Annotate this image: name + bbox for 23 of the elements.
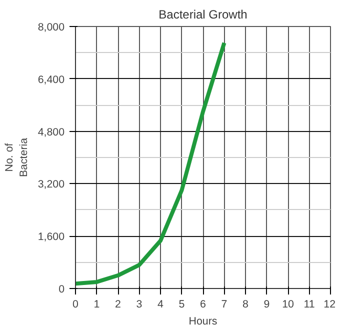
y-tick-label: 8,000 <box>38 22 65 34</box>
x-tick-label: 6 <box>200 298 206 310</box>
y-tick-label: 1,600 <box>38 231 65 244</box>
x-tick-label: 8 <box>242 298 249 310</box>
x-tick-label: 7 <box>221 298 228 310</box>
y-tick-label: 6,400 <box>38 74 65 86</box>
chart-title: Bacterial Growth <box>158 8 248 22</box>
line-series <box>76 40 226 286</box>
x-tick-label: 9 <box>264 298 270 310</box>
x-tick-label: 2 <box>115 298 122 310</box>
x-tick-label: 1 <box>94 298 100 310</box>
y-tick-label: 0 <box>58 284 65 296</box>
x-tick-label: 3 <box>136 298 142 310</box>
x-tick-label: 5 <box>178 298 185 310</box>
x-tick-label: 10 <box>282 298 294 310</box>
x-tick-label: 12 <box>324 298 336 310</box>
x-tick-label: 11 <box>304 298 315 310</box>
x-tick-label: 4 <box>158 298 164 310</box>
y-axis-title: No. of Bacteria <box>3 138 30 178</box>
y-tick-label: 4,800 <box>38 126 65 138</box>
x-axis-title: Hours <box>188 316 218 328</box>
y-tick-label: 3,200 <box>38 178 65 191</box>
x-tick-label: 0 <box>72 298 79 310</box>
